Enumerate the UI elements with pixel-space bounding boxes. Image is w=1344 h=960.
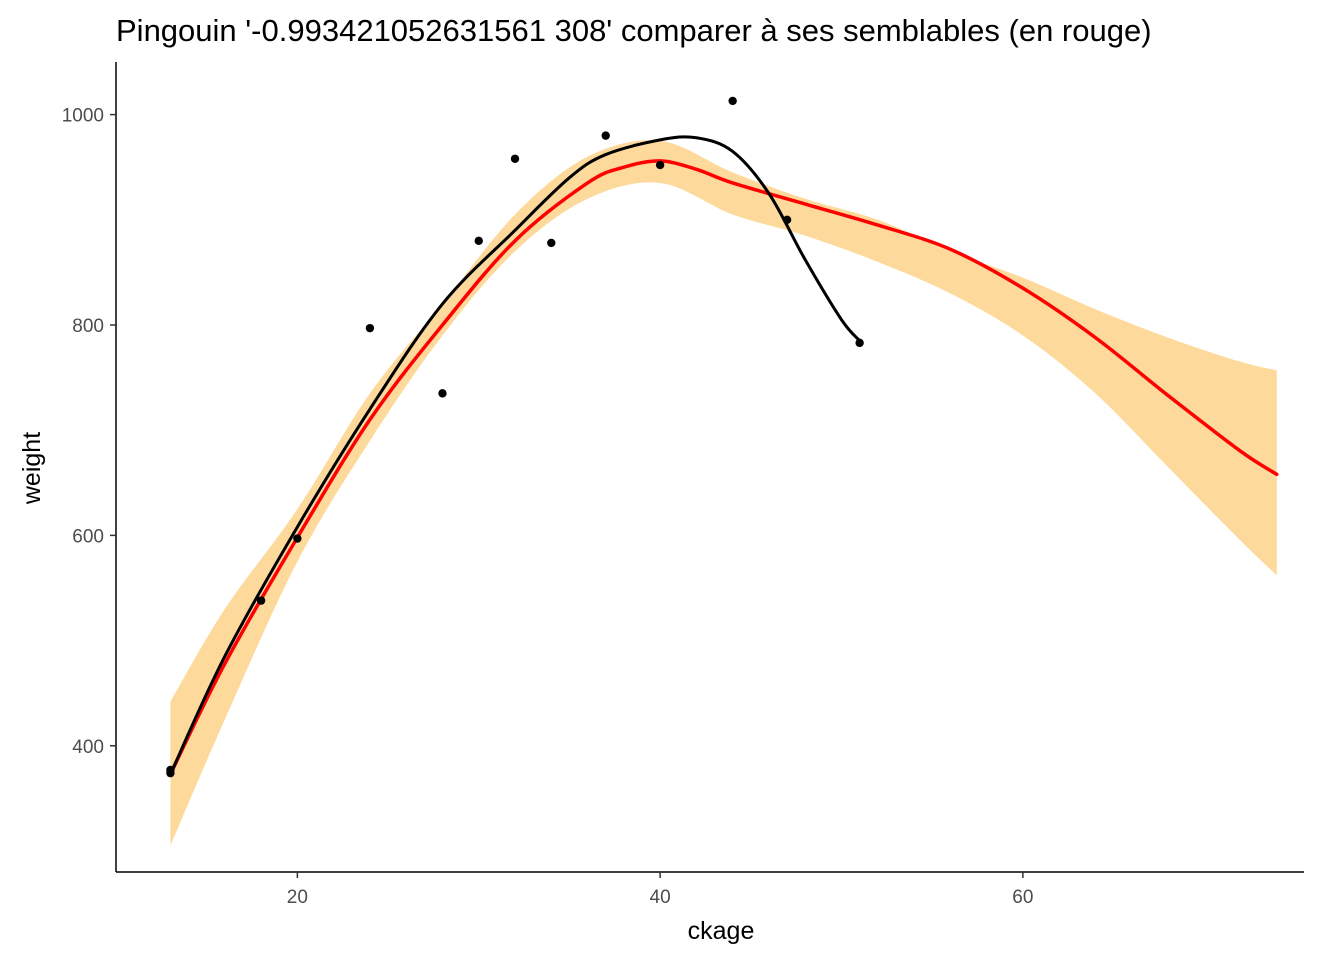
- data-point: [728, 96, 737, 106]
- y-axis-title: weight: [18, 432, 46, 505]
- y-tick-label: 800: [72, 316, 104, 337]
- plot-area: [166, 96, 1279, 846]
- x-tick-label: 40: [650, 887, 671, 908]
- data-point: [438, 389, 447, 398]
- y-axis-ticks: 400 600 800 1000: [62, 106, 116, 758]
- reference-trend-line: [168, 159, 1279, 776]
- data-point: [293, 534, 302, 543]
- y-tick-label: 600: [72, 526, 104, 547]
- x-axis-ticks: 20 40 60: [287, 872, 1033, 908]
- y-tick-label: 1000: [62, 106, 104, 127]
- data-point: [365, 323, 375, 333]
- data-point: [166, 768, 175, 778]
- data-point: [474, 236, 483, 246]
- individual-trend-line: [168, 135, 862, 776]
- data-point: [855, 338, 864, 348]
- data-point: [510, 154, 520, 163]
- x-tick-label: 20: [287, 887, 308, 908]
- y-tick-label: 400: [72, 737, 104, 758]
- data-point: [782, 215, 792, 224]
- chart-title: Pingouin '-0.993421052631561 308' compar…: [116, 13, 1152, 48]
- data-point: [256, 596, 266, 605]
- reference-confidence-band: [170, 140, 1277, 846]
- data-point: [655, 160, 665, 170]
- x-axis-title: ckage: [688, 917, 755, 945]
- data-point: [601, 131, 610, 140]
- data-point: [547, 238, 556, 248]
- x-tick-label: 60: [1012, 887, 1033, 908]
